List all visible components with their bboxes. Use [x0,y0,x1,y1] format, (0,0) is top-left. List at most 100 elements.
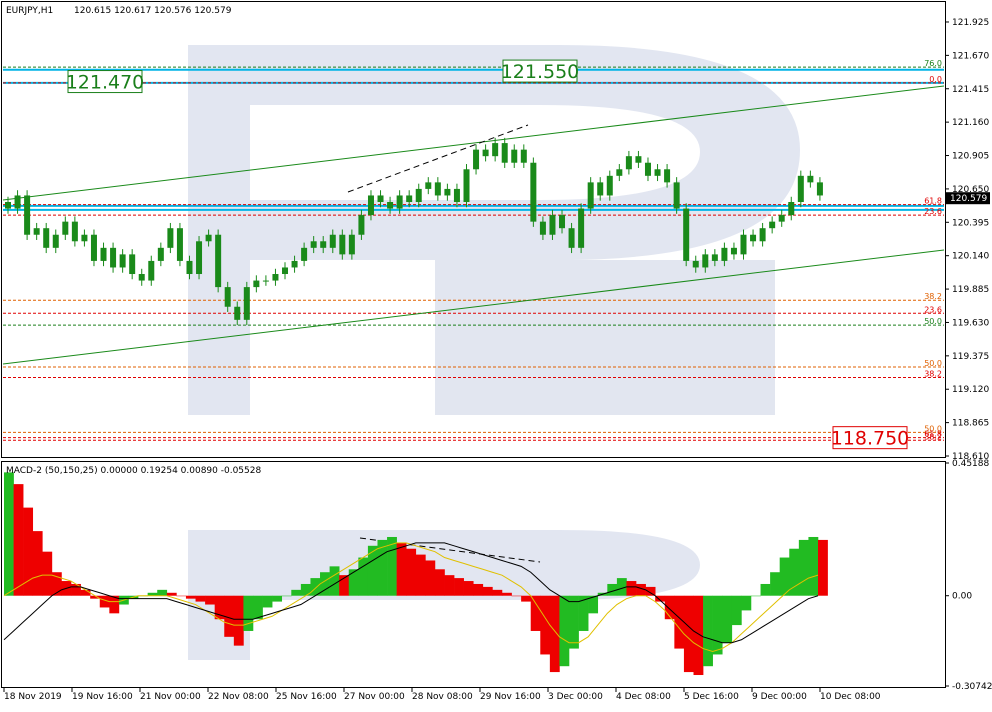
macd-histogram-bar [588,595,599,614]
macd-histogram-bar [760,583,771,596]
candle [176,222,183,267]
candle [816,177,823,201]
price-label-box: 121.470 [66,70,145,94]
candle [616,164,623,182]
candle [52,229,59,254]
macd-histogram-bar [703,595,713,667]
price-axis-tick: 120.395 [952,218,989,228]
macd-histogram-bar [454,578,464,596]
macd-histogram-bar [320,572,330,596]
candle [148,255,155,286]
macd-histogram-bar [798,539,809,596]
price-axis-tick: 119.630 [952,318,989,328]
candle [24,190,31,240]
macd-histogram-bar [492,589,503,596]
time-axis-tick: 18 Nov 2019 [4,692,62,702]
macd-histogram-bar [157,589,168,596]
candle [339,229,346,260]
fib-level-label: 38.2 [924,292,942,301]
macd-histogram-bar [722,595,733,643]
time-axis-tick: 5 Dec 16:00 [684,692,739,702]
time-axis-tick: 21 Nov 00:00 [140,692,201,702]
price-label-box: 118.750 [831,426,909,450]
price-axis-tick: 121.925 [952,18,989,28]
candle [14,190,21,214]
candle [692,255,699,273]
macd-histogram-bar [425,560,436,596]
time-axis-tick: 4 Dec 08:00 [616,692,671,702]
candle [329,229,336,254]
candle [578,203,585,254]
macd-axis-tick: -0.30742 [952,682,992,692]
candle [721,242,728,267]
macd-histogram-bar [291,589,302,596]
macd-histogram-bar [185,595,196,599]
macd-histogram-bar [367,545,378,596]
candle [434,177,441,201]
macd-histogram-bar [530,595,541,631]
candle [81,229,88,247]
price-label-box: 121.550 [501,59,579,83]
macd-histogram-bar [540,595,551,655]
candle [415,183,422,208]
candle [90,229,97,267]
candle [5,196,11,214]
macd-title: MACD-2 (50,150,25) 0.00000 0.19254 0.008… [6,466,261,476]
candle [406,190,413,208]
candle [396,190,403,214]
macd-histogram-bar [377,539,388,596]
candle [778,209,785,227]
fib-level-label: 61.8 [924,430,942,439]
price-axis-tick: 120.140 [952,252,989,262]
macd-histogram-bar [300,583,311,596]
macd-histogram-bar [569,595,579,649]
macd-histogram-bar [329,566,340,596]
macd-histogram-bar [664,595,675,620]
macd-histogram-bar [195,595,206,602]
macd-histogram-bar [779,557,790,596]
macd-histogram-bar [252,595,263,620]
candle [740,229,747,260]
time-axis-tick: 28 Nov 08:00 [412,692,473,702]
candle [788,196,795,221]
candle [683,203,690,267]
macd-histogram-bar [339,575,350,596]
macd-histogram-bar [243,595,254,631]
candle [167,222,174,254]
candle [520,144,527,168]
macd-histogram-bar [176,595,187,597]
macd-histogram-bar [655,595,666,602]
candle [119,249,126,273]
macd-histogram-bar [511,595,522,597]
svg-text:121.470: 121.470 [66,72,145,94]
candle [387,196,394,214]
price-axis-tick: 121.670 [952,51,989,61]
candle [358,209,365,240]
candle [606,170,613,201]
candle [539,216,546,240]
macd-histogram-bar [674,595,685,649]
candle [463,164,470,208]
macd-histogram-bar [99,595,110,608]
candle [444,183,451,201]
fib-level-label: 38.2 [924,432,942,441]
candle [759,222,766,247]
macd-histogram-bar [147,592,158,596]
macd-histogram-bar [262,595,273,608]
macd-histogram-bar [90,595,101,599]
candle [473,144,480,175]
candle [711,249,718,267]
candle [377,190,384,208]
candle [673,177,680,214]
candle [644,157,651,182]
macd-histogram-bar [23,507,34,596]
macd-histogram-bar [731,595,742,626]
candle [597,177,604,201]
macd-histogram-bar [501,592,512,596]
candle [625,150,632,175]
candle [320,236,327,254]
candle [33,222,40,240]
divergence-line-price [347,124,529,193]
candle [262,275,269,286]
macd-histogram-bar [4,472,14,596]
